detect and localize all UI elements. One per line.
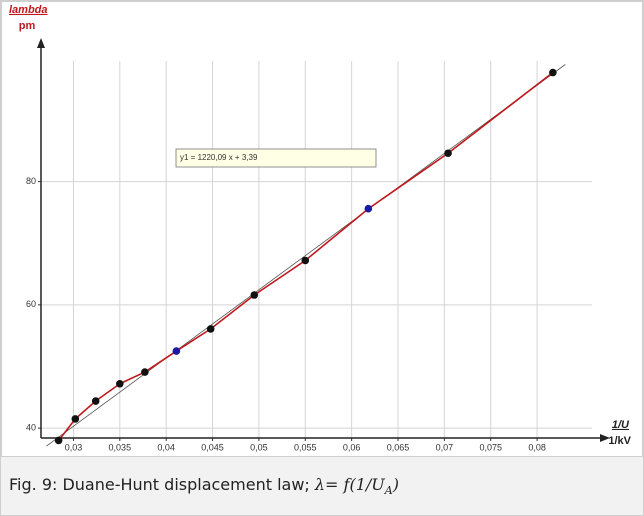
trend-line: [46, 64, 566, 447]
data-point: [172, 347, 181, 355]
x-tick-label: 0,055: [294, 442, 317, 452]
caption-formula: λ= f(1/U: [314, 475, 385, 494]
data-point: [364, 204, 373, 213]
x-tick-label: 0,03: [65, 442, 83, 452]
y-tick-label: 80: [26, 176, 36, 186]
x-tick-label: 0,07: [436, 442, 454, 452]
caption-text: Fig. 9: Duane-Hunt displacement law;: [9, 475, 315, 494]
data-point: [250, 291, 259, 299]
x-tick-label: 0,035: [109, 442, 132, 452]
caption: Fig. 9: Duane-Hunt displacement law; λ= …: [9, 475, 399, 497]
x-tick-label: 0,075: [479, 442, 502, 452]
x-tick-label: 0,05: [250, 442, 268, 452]
chart: lambda pm 1/U 1/kV 0,03 0,035 0,04 0,045 0,0…: [1, 1, 643, 457]
data-point: [206, 325, 215, 333]
annotation: y1 = 1220,09 x + 3,39: [180, 153, 258, 162]
y-tick-label: 40: [26, 423, 36, 433]
y-axis-label: lambda: [9, 4, 48, 16]
x-tick-label: 0,065: [387, 442, 410, 452]
data-point: [141, 368, 149, 376]
x-tick-label: 0,06: [343, 442, 361, 452]
x-axis-unit: 1/kV: [608, 435, 631, 447]
data-point: [71, 415, 80, 423]
data-point: [91, 397, 100, 405]
x-tick-label: 0,08: [528, 442, 546, 452]
y-axis-arrow: [37, 38, 45, 48]
x-axis-label: 1/U: [612, 419, 630, 431]
x-tick-label: 0,045: [201, 442, 224, 452]
data-point: [301, 256, 310, 265]
y-axis-unit: pm: [19, 20, 36, 32]
chart-frame: [1, 1, 643, 457]
data-line: [57, 71, 554, 441]
data-point: [116, 379, 124, 388]
data-point: [54, 436, 63, 445]
annotation-box: [175, 148, 377, 168]
caption-subscript: A: [384, 484, 393, 498]
x-axis-arrow: [600, 434, 610, 442]
data-point: [444, 149, 452, 158]
caption-formula-end: ): [392, 475, 399, 494]
y-tick-label: 60: [26, 299, 36, 309]
data-point: [549, 68, 557, 77]
x-tick-label: 0,04: [157, 442, 175, 452]
